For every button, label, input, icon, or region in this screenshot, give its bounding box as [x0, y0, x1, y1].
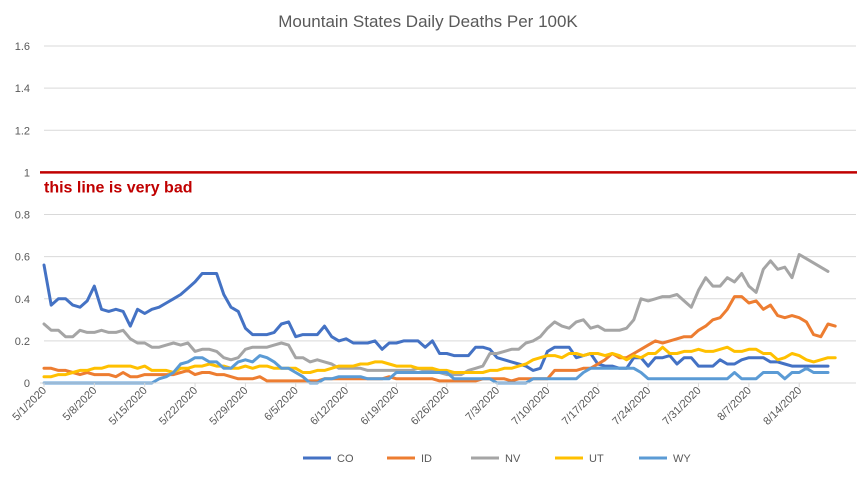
- x-axis-ticks: 5/1/2020 5/8/2020 5/15/2020 5/22/2020 5/29/2…: [10, 383, 804, 428]
- x-tick-label: 5/15/2020: [107, 385, 150, 428]
- y-tick-label: 1.2: [15, 125, 30, 137]
- x-tick-label: 5/22/2020: [157, 385, 200, 428]
- y-tick-label: 0: [24, 378, 30, 390]
- chart-title: Mountain States Daily Deaths Per 100K: [278, 12, 578, 31]
- x-tick-label: 8/14/2020: [761, 385, 804, 428]
- x-tick-label: 5/8/2020: [61, 385, 100, 424]
- x-tick-label: 7/31/2020: [661, 385, 704, 428]
- series-line-wy: [42, 354, 830, 385]
- y-tick-label: 1.4: [15, 83, 30, 95]
- series-lines: [42, 253, 837, 385]
- x-tick-label: 7/17/2020: [560, 385, 603, 428]
- legend-label-id: ID: [421, 453, 432, 465]
- y-tick-label: 0.8: [15, 210, 30, 222]
- legend-label-co: CO: [337, 453, 354, 465]
- y-axis-ticks: 0 0.2 0.4 0.6 0.8 1 1.2 1.4 1.6: [15, 41, 30, 390]
- x-tick-label: 7/24/2020: [610, 385, 653, 428]
- x-tick-label: 6/12/2020: [308, 385, 351, 428]
- x-tick-label: 6/19/2020: [358, 385, 401, 428]
- x-tick-label: 6/5/2020: [262, 385, 301, 424]
- legend-label-wy: WY: [673, 453, 691, 465]
- y-tick-label: 0.6: [15, 252, 30, 264]
- threshold-label: this line is very bad: [44, 179, 193, 196]
- x-tick-label: 8/7/2020: [715, 385, 754, 424]
- x-tick-label: 5/1/2020: [10, 385, 49, 424]
- x-tick-label: 6/26/2020: [409, 385, 452, 428]
- threshold-group: this line is very bad: [40, 171, 857, 196]
- y-tick-label: 0.4: [15, 294, 30, 306]
- legend-label-ut: UT: [589, 453, 604, 465]
- x-tick-label: 7/10/2020: [510, 385, 553, 428]
- series-line-co: [42, 263, 830, 372]
- legend-label-nv: NV: [505, 453, 521, 465]
- series-line-nv: [42, 253, 830, 377]
- y-tick-label: 0.2: [15, 336, 30, 348]
- legend: CO ID NV UT WY: [303, 453, 691, 465]
- x-tick-label: 7/3/2020: [463, 385, 502, 424]
- y-tick-label: 1: [24, 167, 30, 179]
- series-line-id: [42, 295, 837, 383]
- y-tick-label: 1.6: [15, 41, 30, 53]
- x-tick-label: 5/29/2020: [207, 385, 250, 428]
